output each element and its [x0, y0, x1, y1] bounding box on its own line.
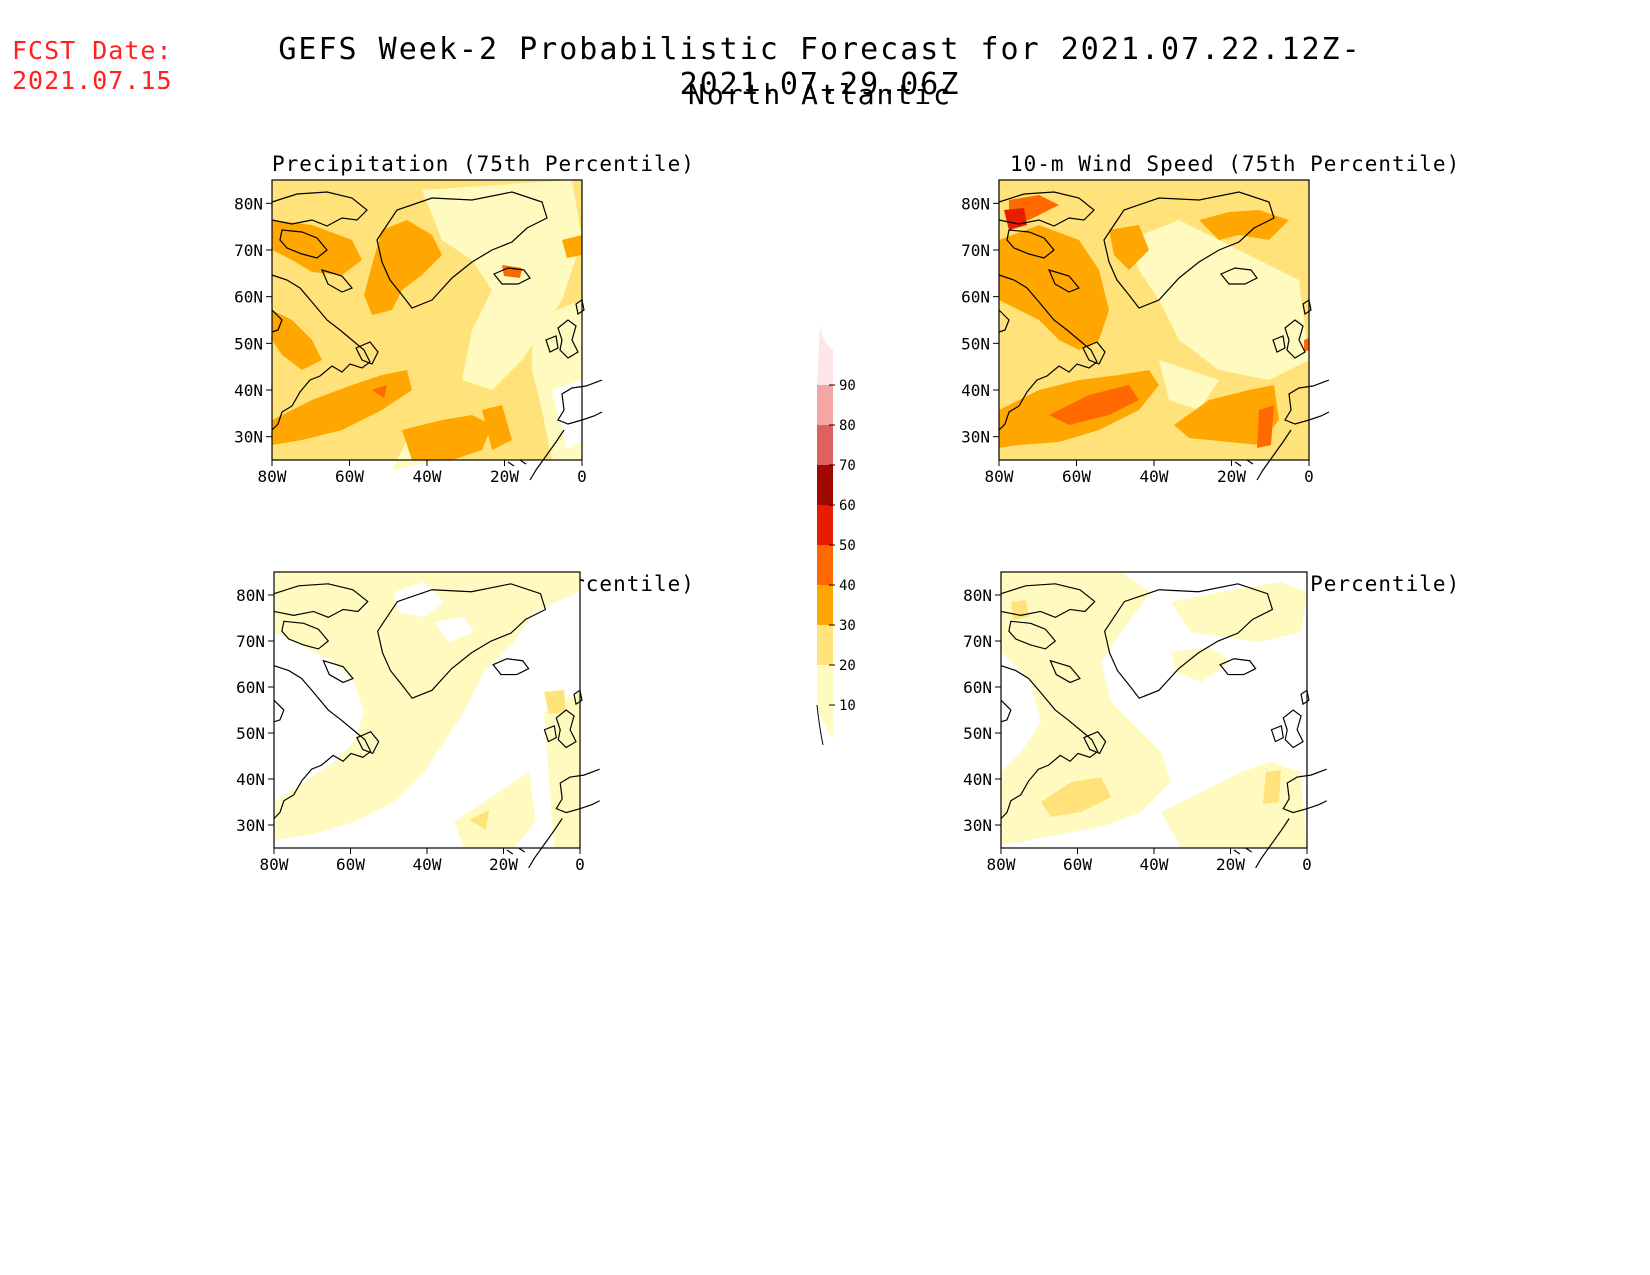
lon-tick-label: 60W [336, 855, 365, 874]
map-panel-precip-90 [273, 571, 601, 869]
lat-tick-label: 40N [236, 770, 265, 789]
map-panel-wind-75 [998, 179, 1330, 481]
panel-title-wind-75: 10-m Wind Speed (75th Percentile) [1010, 152, 1461, 176]
lon-tick-label: 20W [1217, 467, 1246, 486]
panel-title-precip-75: Precipitation (75th Percentile) [272, 152, 695, 176]
colorbar-level-label: 90 [839, 378, 856, 394]
lon-tick-label: 20W [1216, 855, 1245, 874]
lat-tick-label: 80N [236, 586, 265, 605]
lat-tick-label: 30N [963, 816, 992, 835]
colorbar-level-label: 40 [839, 578, 856, 594]
lat-tick-label: 40N [963, 770, 992, 789]
colorbar-swatch [817, 625, 833, 665]
lat-tick-label: 40N [961, 381, 990, 400]
colorbar-swatch [817, 505, 833, 545]
colorbar-level-label: 30 [839, 618, 856, 634]
colorbar-swatch [817, 545, 833, 585]
lat-tick-label: 30N [961, 428, 990, 447]
lon-tick-label: 40W [413, 855, 442, 874]
colorbar-level-label: 50 [839, 538, 856, 554]
lon-tick-label: 40W [1140, 467, 1169, 486]
colorbar-swatch [817, 665, 833, 705]
lat-tick-label: 30N [234, 428, 263, 447]
lon-tick-label: 0 [575, 855, 585, 874]
lat-tick-label: 60N [961, 288, 990, 307]
colorbar-swatch [817, 425, 833, 465]
fcst-date-caption: FCST Date: [12, 36, 173, 65]
lon-tick-label: 80W [985, 467, 1014, 486]
lon-tick-label: 80W [260, 855, 289, 874]
lat-tick-label: 70N [963, 632, 992, 651]
lat-tick-label: 50N [234, 334, 263, 353]
lat-tick-label: 50N [963, 724, 992, 743]
lon-tick-label: 40W [1140, 855, 1169, 874]
lon-tick-label: 40W [413, 467, 442, 486]
lat-tick-label: 60N [963, 678, 992, 697]
lon-tick-label: 20W [490, 467, 519, 486]
colorbar-legend: 10 20 30 40 50 60 70 80 90 [816, 325, 856, 746]
colorbar-level-label: 80 [839, 418, 856, 434]
colorbar-level-label: 10 [839, 698, 856, 714]
colorbar-swatch [817, 385, 833, 425]
lat-tick-label: 50N [236, 724, 265, 743]
forecast-date-label: FCST Date: 2021.07.15 [12, 36, 173, 96]
lon-tick-label: 60W [1062, 467, 1091, 486]
lon-tick-label: 80W [258, 467, 287, 486]
lat-tick-label: 50N [961, 334, 990, 353]
lon-tick-label: 80W [987, 855, 1016, 874]
page-title: GEFS Week-2 Probabilistic Forecast for 2… [278, 32, 1362, 102]
lat-tick-label: 70N [961, 241, 990, 260]
lon-tick-label: 60W [1063, 855, 1092, 874]
lat-tick-label: 60N [234, 288, 263, 307]
lat-tick-label: 30N [236, 816, 265, 835]
lat-tick-label: 80N [961, 194, 990, 213]
colorbar-level-label: 60 [839, 498, 856, 514]
region-title: North Atlantic [687, 78, 952, 111]
lat-tick-label: 80N [963, 586, 992, 605]
colorbar-level-label: 20 [839, 658, 856, 674]
colorbar-swatch [817, 465, 833, 505]
lat-tick-label: 60N [236, 678, 265, 697]
lat-tick-label: 40N [234, 381, 263, 400]
colorbar-swatch [817, 585, 833, 625]
map-panel-wind-90 [1000, 571, 1328, 869]
map-panel-precip-75 [271, 179, 603, 481]
lon-tick-label: 0 [577, 467, 587, 486]
fcst-date-value: 2021.07.15 [12, 66, 173, 95]
colorbar-level-label: 70 [839, 458, 856, 474]
colorbar-swatch [817, 325, 833, 385]
lon-tick-label: 0 [1304, 467, 1314, 486]
lon-tick-label: 60W [335, 467, 364, 486]
lon-tick-label: 0 [1302, 855, 1312, 874]
lat-tick-label: 70N [236, 632, 265, 651]
lat-tick-label: 70N [234, 241, 263, 260]
lat-tick-label: 80N [234, 194, 263, 213]
colorbar-low-tip [817, 705, 833, 740]
lon-tick-label: 20W [489, 855, 518, 874]
